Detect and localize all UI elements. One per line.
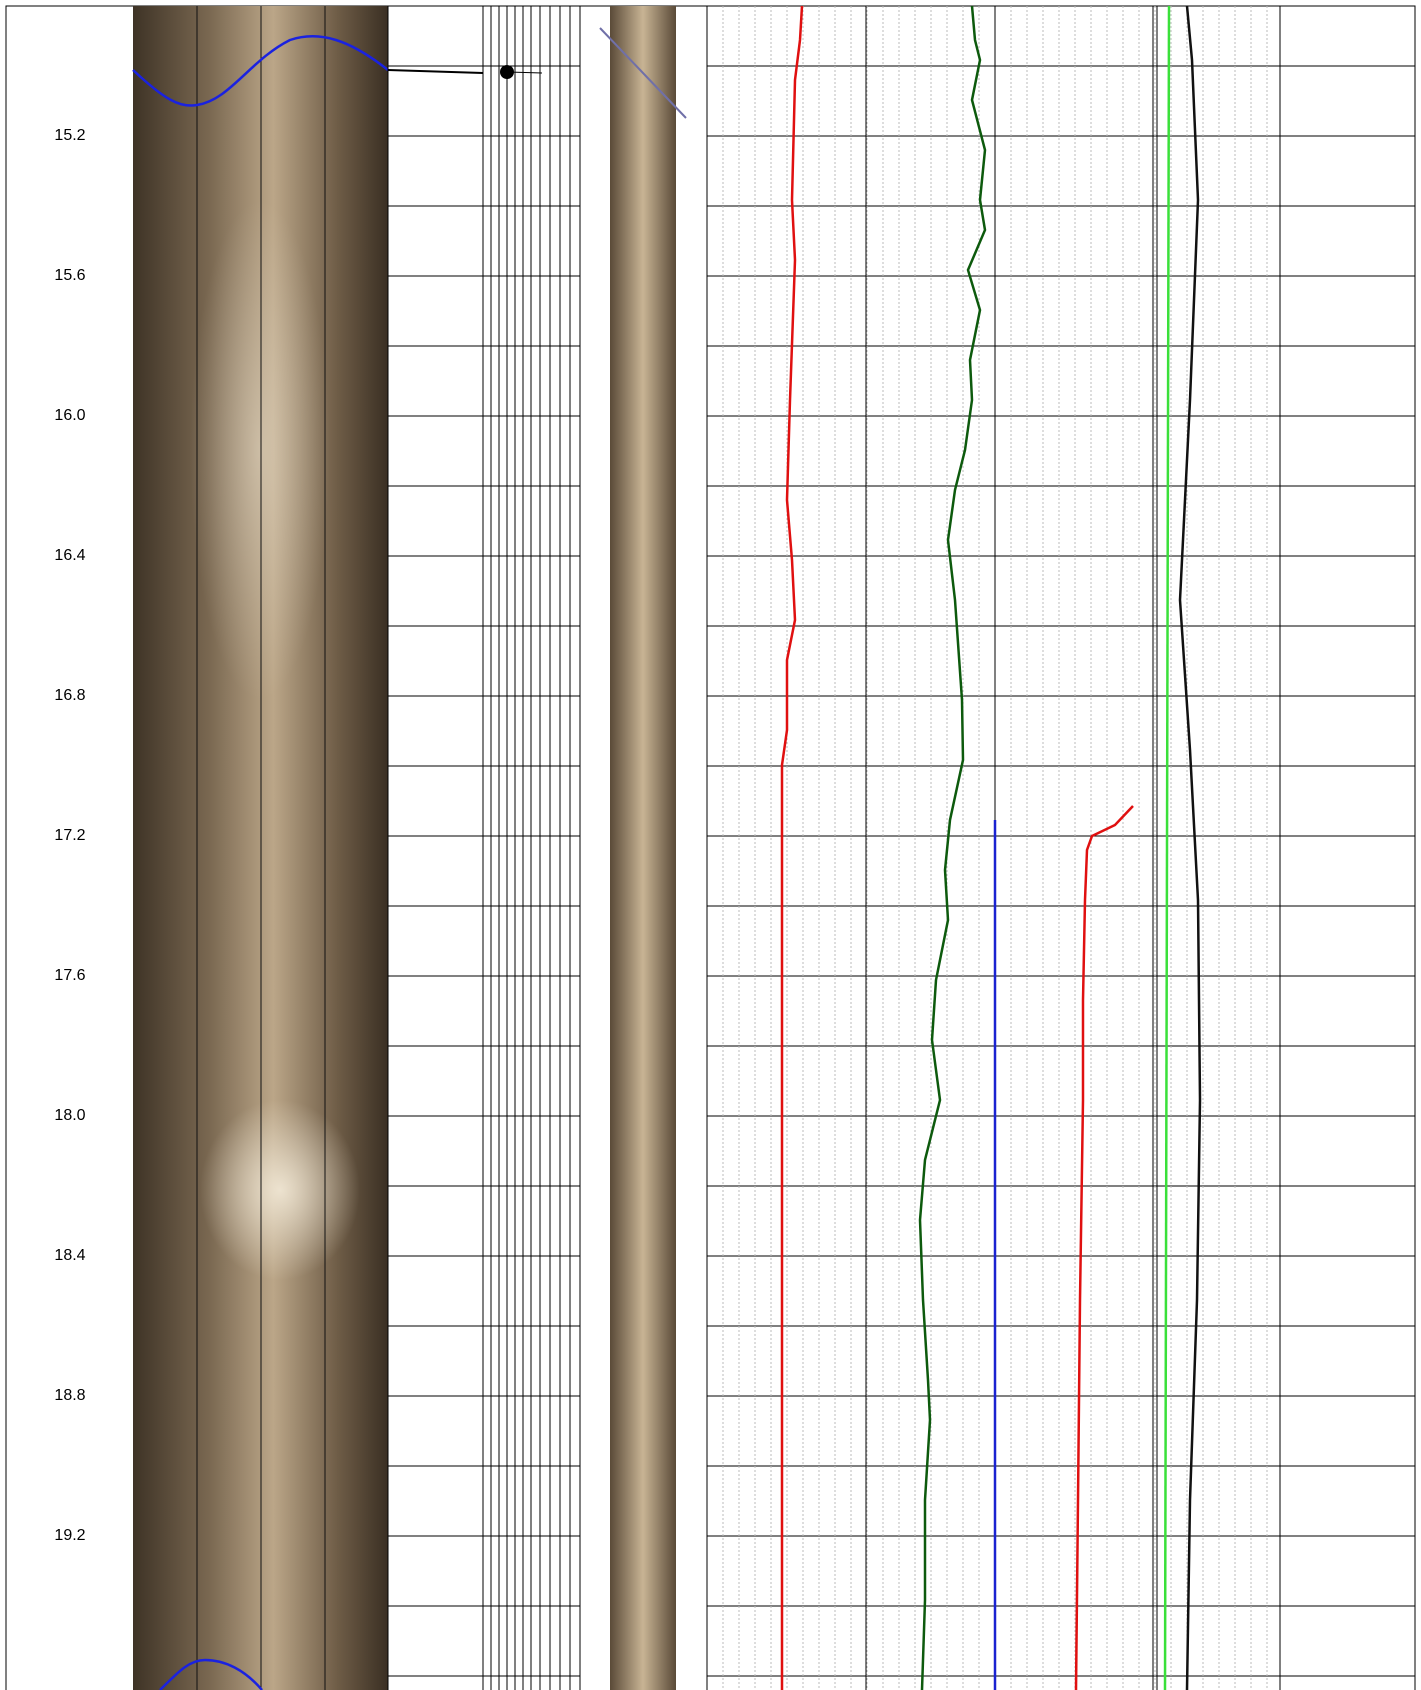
depth-label: 18.4 [54, 1247, 85, 1264]
depth-track: 15.2 15.6 16.0 16.4 16.8 17.2 17.6 18.0 18.4 18.8… [54, 127, 85, 1544]
core-image-narrow [610, 6, 676, 1690]
curve-green [918, 5, 987, 1690]
depth-label: 15.2 [54, 127, 85, 144]
depth-label: 18.8 [54, 1387, 85, 1404]
dip-trace [599, 27, 687, 119]
core-highlight [200, 1100, 360, 1280]
grid [387, 6, 1415, 1690]
depth-label: 17.2 [54, 827, 85, 844]
sinusoid [132, 35, 389, 107]
curve-black [1178, 5, 1202, 1690]
depth-label: 15.6 [54, 267, 85, 284]
core-lines [196, 6, 326, 1690]
depth-label: 17.6 [54, 967, 85, 984]
tadpole-link [387, 69, 484, 74]
curve-red-2 [1074, 805, 1134, 1690]
curve-light-green [1163, 5, 1171, 1690]
tadpole-tail [506, 71, 543, 74]
depth-label: 18.0 [54, 1107, 85, 1124]
depth-label: 19.2 [54, 1527, 85, 1544]
frame [5, 5, 1416, 1690]
depth-label: 16.8 [54, 687, 85, 704]
core-highlight [190, 200, 330, 700]
curve-red [780, 5, 804, 1690]
sinusoid [159, 1658, 263, 1690]
depth-label: 16.0 [54, 407, 85, 424]
curves [780, 5, 1202, 1690]
depth-label: 16.4 [54, 547, 85, 564]
